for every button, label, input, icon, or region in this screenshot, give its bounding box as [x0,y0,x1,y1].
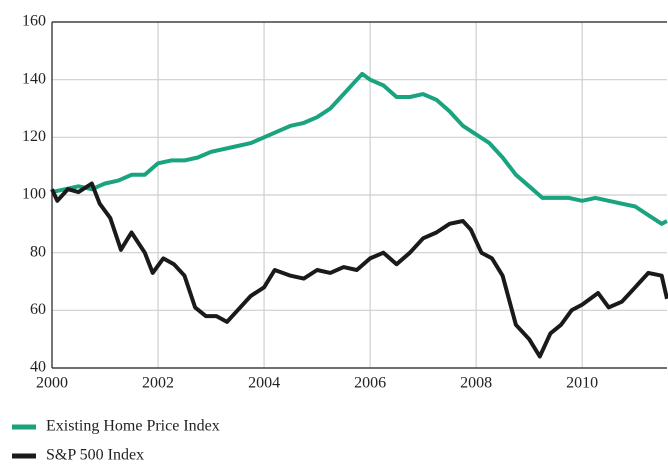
y-tick-label: 100 [22,186,46,203]
x-tick-label: 2010 [566,375,598,392]
x-tick-label: 2004 [248,375,280,392]
x-tick-label: 2002 [142,375,174,392]
y-tick-label: 140 [22,70,46,87]
y-tick-label: 60 [30,301,46,318]
legend-label: S&P 500 Index [46,447,144,464]
y-tick-label: 80 [30,243,46,260]
y-tick-label: 40 [30,359,46,376]
series-line [50,181,668,359]
y-tick-label: 120 [22,128,46,145]
x-tick-label: 2000 [36,375,68,392]
series-line [51,71,668,226]
x-tick-label: 2008 [460,375,492,392]
y-tick-label: 160 [22,13,46,30]
legend-label: Existing Home Price Index [46,418,220,435]
x-tick-label: 2006 [354,375,386,392]
